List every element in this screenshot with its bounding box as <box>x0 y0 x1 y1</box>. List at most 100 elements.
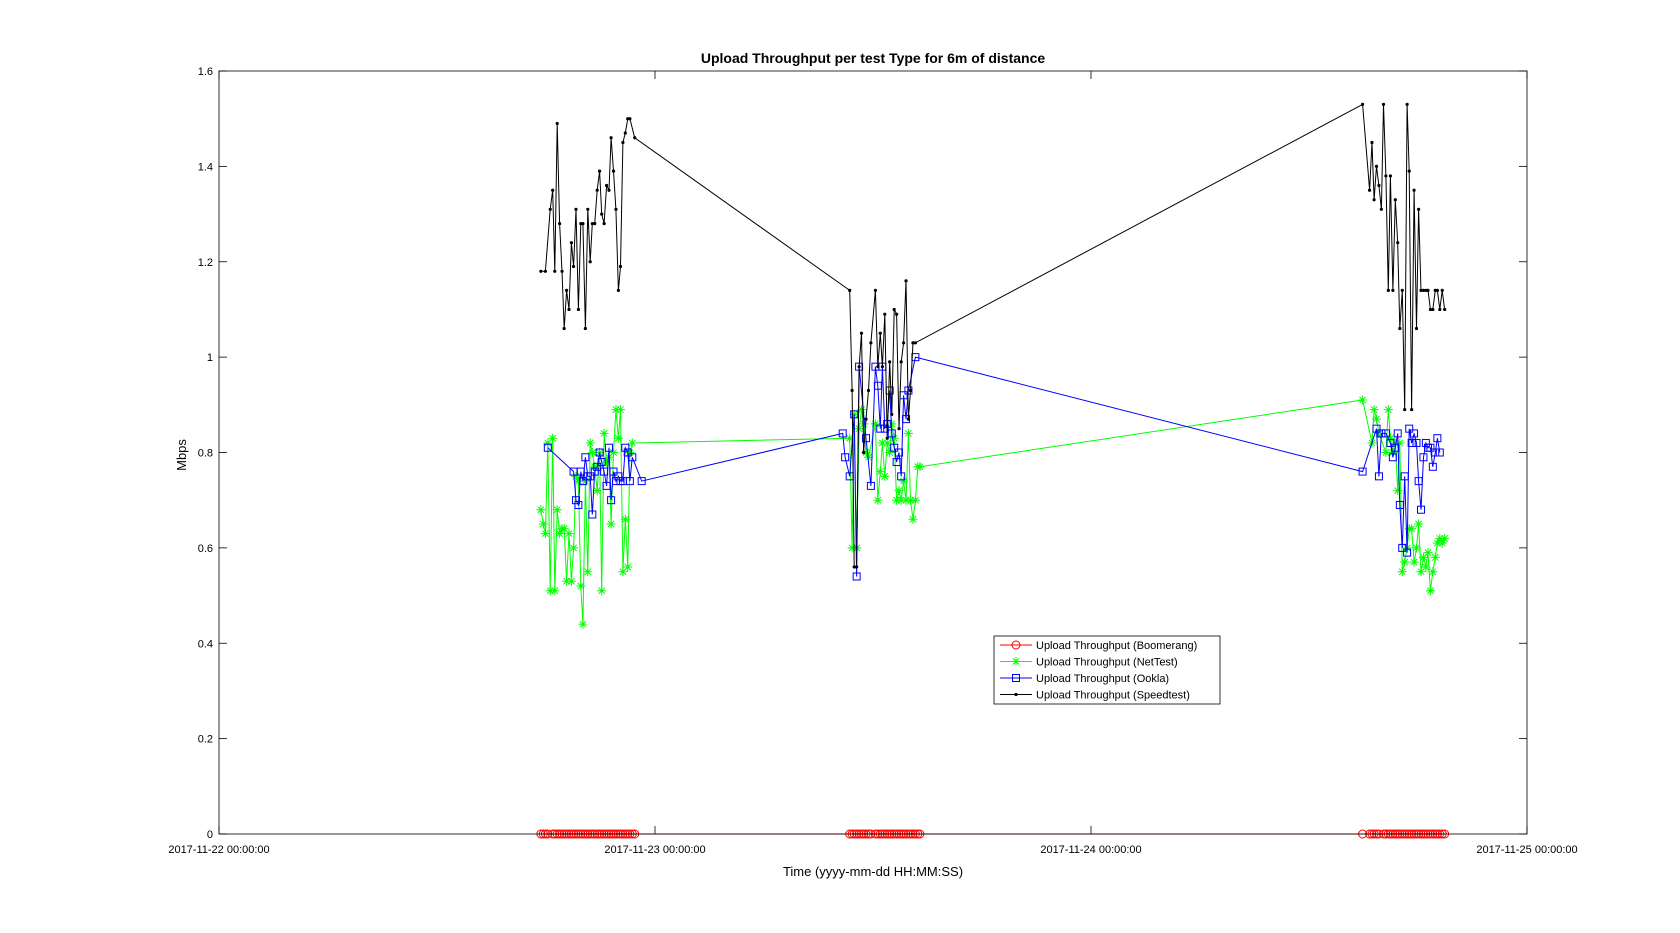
data-point-square <box>850 410 859 419</box>
data-point-square <box>576 467 585 476</box>
data-point-square <box>1417 505 1426 514</box>
x-axis-label: Time (yyyy-mm-dd HH:MM:SS) <box>783 864 963 879</box>
legend-label: Upload Throughput (Ookla) <box>1036 673 1169 685</box>
data-point-asterisk <box>845 433 855 443</box>
data-point-dot <box>864 417 868 421</box>
x-tick-label: 2017-11-22 00:00:00 <box>168 844 269 856</box>
data-point-dot <box>551 188 555 192</box>
data-point-asterisk <box>1430 552 1440 562</box>
data-point-asterisk <box>910 495 920 505</box>
data-point-dot <box>885 436 889 440</box>
data-point-dot <box>616 288 620 292</box>
data-point-dot <box>1410 407 1414 412</box>
data-point-square <box>607 496 616 505</box>
data-point-asterisk <box>1369 405 1379 415</box>
plot-area-frame <box>218 70 1528 835</box>
data-point-dot <box>1440 288 1444 292</box>
data-point-square <box>590 467 599 476</box>
data-point-dot <box>618 264 623 269</box>
data-point-square <box>1388 453 1397 462</box>
data-point-asterisk <box>847 543 857 553</box>
data-point-square <box>621 443 630 452</box>
data-point-asterisk <box>906 495 916 505</box>
data-point-dot <box>1014 692 1018 697</box>
data-point-square <box>614 472 623 481</box>
data-point-asterisk <box>566 576 576 586</box>
y-tick-label: 1 <box>207 352 213 364</box>
series-group <box>539 102 1447 569</box>
data-point-asterisk <box>609 448 619 457</box>
data-point-square <box>543 443 552 452</box>
data-point-dot <box>890 412 894 416</box>
data-point-dot <box>569 241 574 245</box>
data-point-square <box>588 510 597 519</box>
data-point-asterisk <box>859 419 869 429</box>
data-point-dot <box>859 331 864 335</box>
data-point-dot <box>611 169 616 173</box>
data-point-dot <box>852 565 856 569</box>
y-axis-label: Mbps <box>174 439 189 471</box>
data-point-asterisk <box>908 514 918 524</box>
data-point-square <box>1410 429 1419 438</box>
data-point-dot <box>908 388 913 393</box>
data-point-square <box>637 477 646 486</box>
data-point-square <box>623 448 632 457</box>
chart-title: Upload Throughput per test Type for 6m o… <box>701 50 1046 66</box>
data-point-dot <box>590 222 594 226</box>
data-point-dot <box>560 269 564 273</box>
data-point-dot <box>1400 288 1404 292</box>
data-point-square <box>873 381 882 390</box>
data-point-dot <box>895 312 899 316</box>
data-point-square <box>604 443 613 452</box>
data-point-dot <box>1398 326 1402 331</box>
data-point-asterisk <box>562 576 572 586</box>
data-point-dot <box>1370 140 1374 145</box>
data-point-square <box>1414 477 1423 486</box>
data-point-dot <box>553 269 557 273</box>
data-point-square <box>866 481 875 490</box>
data-point-square <box>597 458 606 467</box>
data-point-square <box>571 496 580 505</box>
y-tick-label: 0.2 <box>198 734 213 746</box>
data-point-dot <box>862 450 866 455</box>
data-point-asterisk <box>1400 557 1410 567</box>
data-point-dot <box>623 131 627 135</box>
data-point-dot <box>614 207 618 211</box>
data-point-square <box>876 424 885 433</box>
series-line <box>540 103 1446 568</box>
data-point-dot <box>1381 102 1386 106</box>
data-point-asterisk <box>861 448 871 457</box>
data-point-dot <box>548 207 552 211</box>
data-point-asterisk <box>1432 538 1442 548</box>
data-point-asterisk <box>569 543 579 553</box>
data-point-square <box>852 572 861 581</box>
data-point-asterisk <box>1381 448 1391 457</box>
data-point-dot <box>621 140 625 145</box>
series-group <box>536 395 1450 629</box>
data-point-square <box>890 443 899 452</box>
data-point-asterisk <box>1011 657 1021 666</box>
data-point-dot <box>593 222 597 226</box>
data-point-dot <box>539 269 543 273</box>
data-point-asterisk <box>901 495 911 505</box>
data-point-asterisk <box>875 467 885 477</box>
data-point-asterisk <box>583 567 593 577</box>
data-point-dot <box>1360 102 1365 106</box>
data-point-dot <box>911 341 915 345</box>
data-point-circle <box>1011 640 1021 650</box>
data-point-asterisk <box>1423 548 1433 558</box>
data-point-asterisk <box>576 581 586 591</box>
data-point-asterisk <box>611 405 621 415</box>
data-point-asterisk <box>548 433 558 443</box>
data-point-dot <box>1405 102 1409 106</box>
data-point-square <box>1421 438 1430 447</box>
data-point-asterisk <box>540 529 550 539</box>
y-tick-label: 1.4 <box>198 161 213 173</box>
data-point-asterisk <box>892 495 902 505</box>
y-tick-label: 0.4 <box>198 638 213 650</box>
legend-label: Upload Throughput (NetTest) <box>1036 657 1178 669</box>
data-point-square <box>600 467 609 476</box>
data-point-dot <box>1417 207 1421 211</box>
data-point-dot <box>576 307 580 312</box>
